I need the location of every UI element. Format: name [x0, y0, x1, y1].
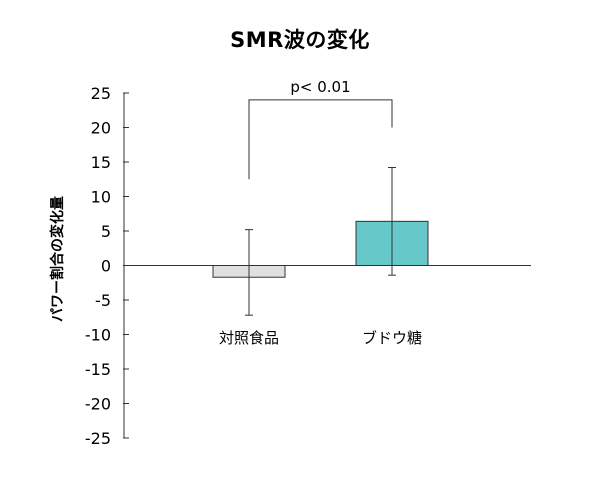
y-tick-label: 25	[91, 84, 111, 103]
x-tick-label: ブドウ糖	[362, 329, 422, 347]
y-tick-label: -5	[95, 291, 111, 310]
y-tick-label: 20	[91, 119, 111, 138]
y-tick-label: 10	[91, 188, 111, 207]
y-tick-label: -25	[85, 429, 111, 448]
y-tick-label: -20	[85, 395, 111, 414]
x-tick-label: 対照食品	[219, 329, 279, 347]
y-tick-label: 0	[101, 257, 111, 276]
y-tick-label: -10	[85, 326, 111, 345]
y-tick-label: 5	[101, 222, 111, 241]
y-tick-label: 15	[91, 153, 111, 172]
significance-label: p< 0.01	[290, 78, 350, 96]
significance-bracket	[248, 99, 393, 180]
y-tick-label: -15	[85, 360, 111, 379]
chart-title: SMR波の変化	[230, 28, 370, 52]
